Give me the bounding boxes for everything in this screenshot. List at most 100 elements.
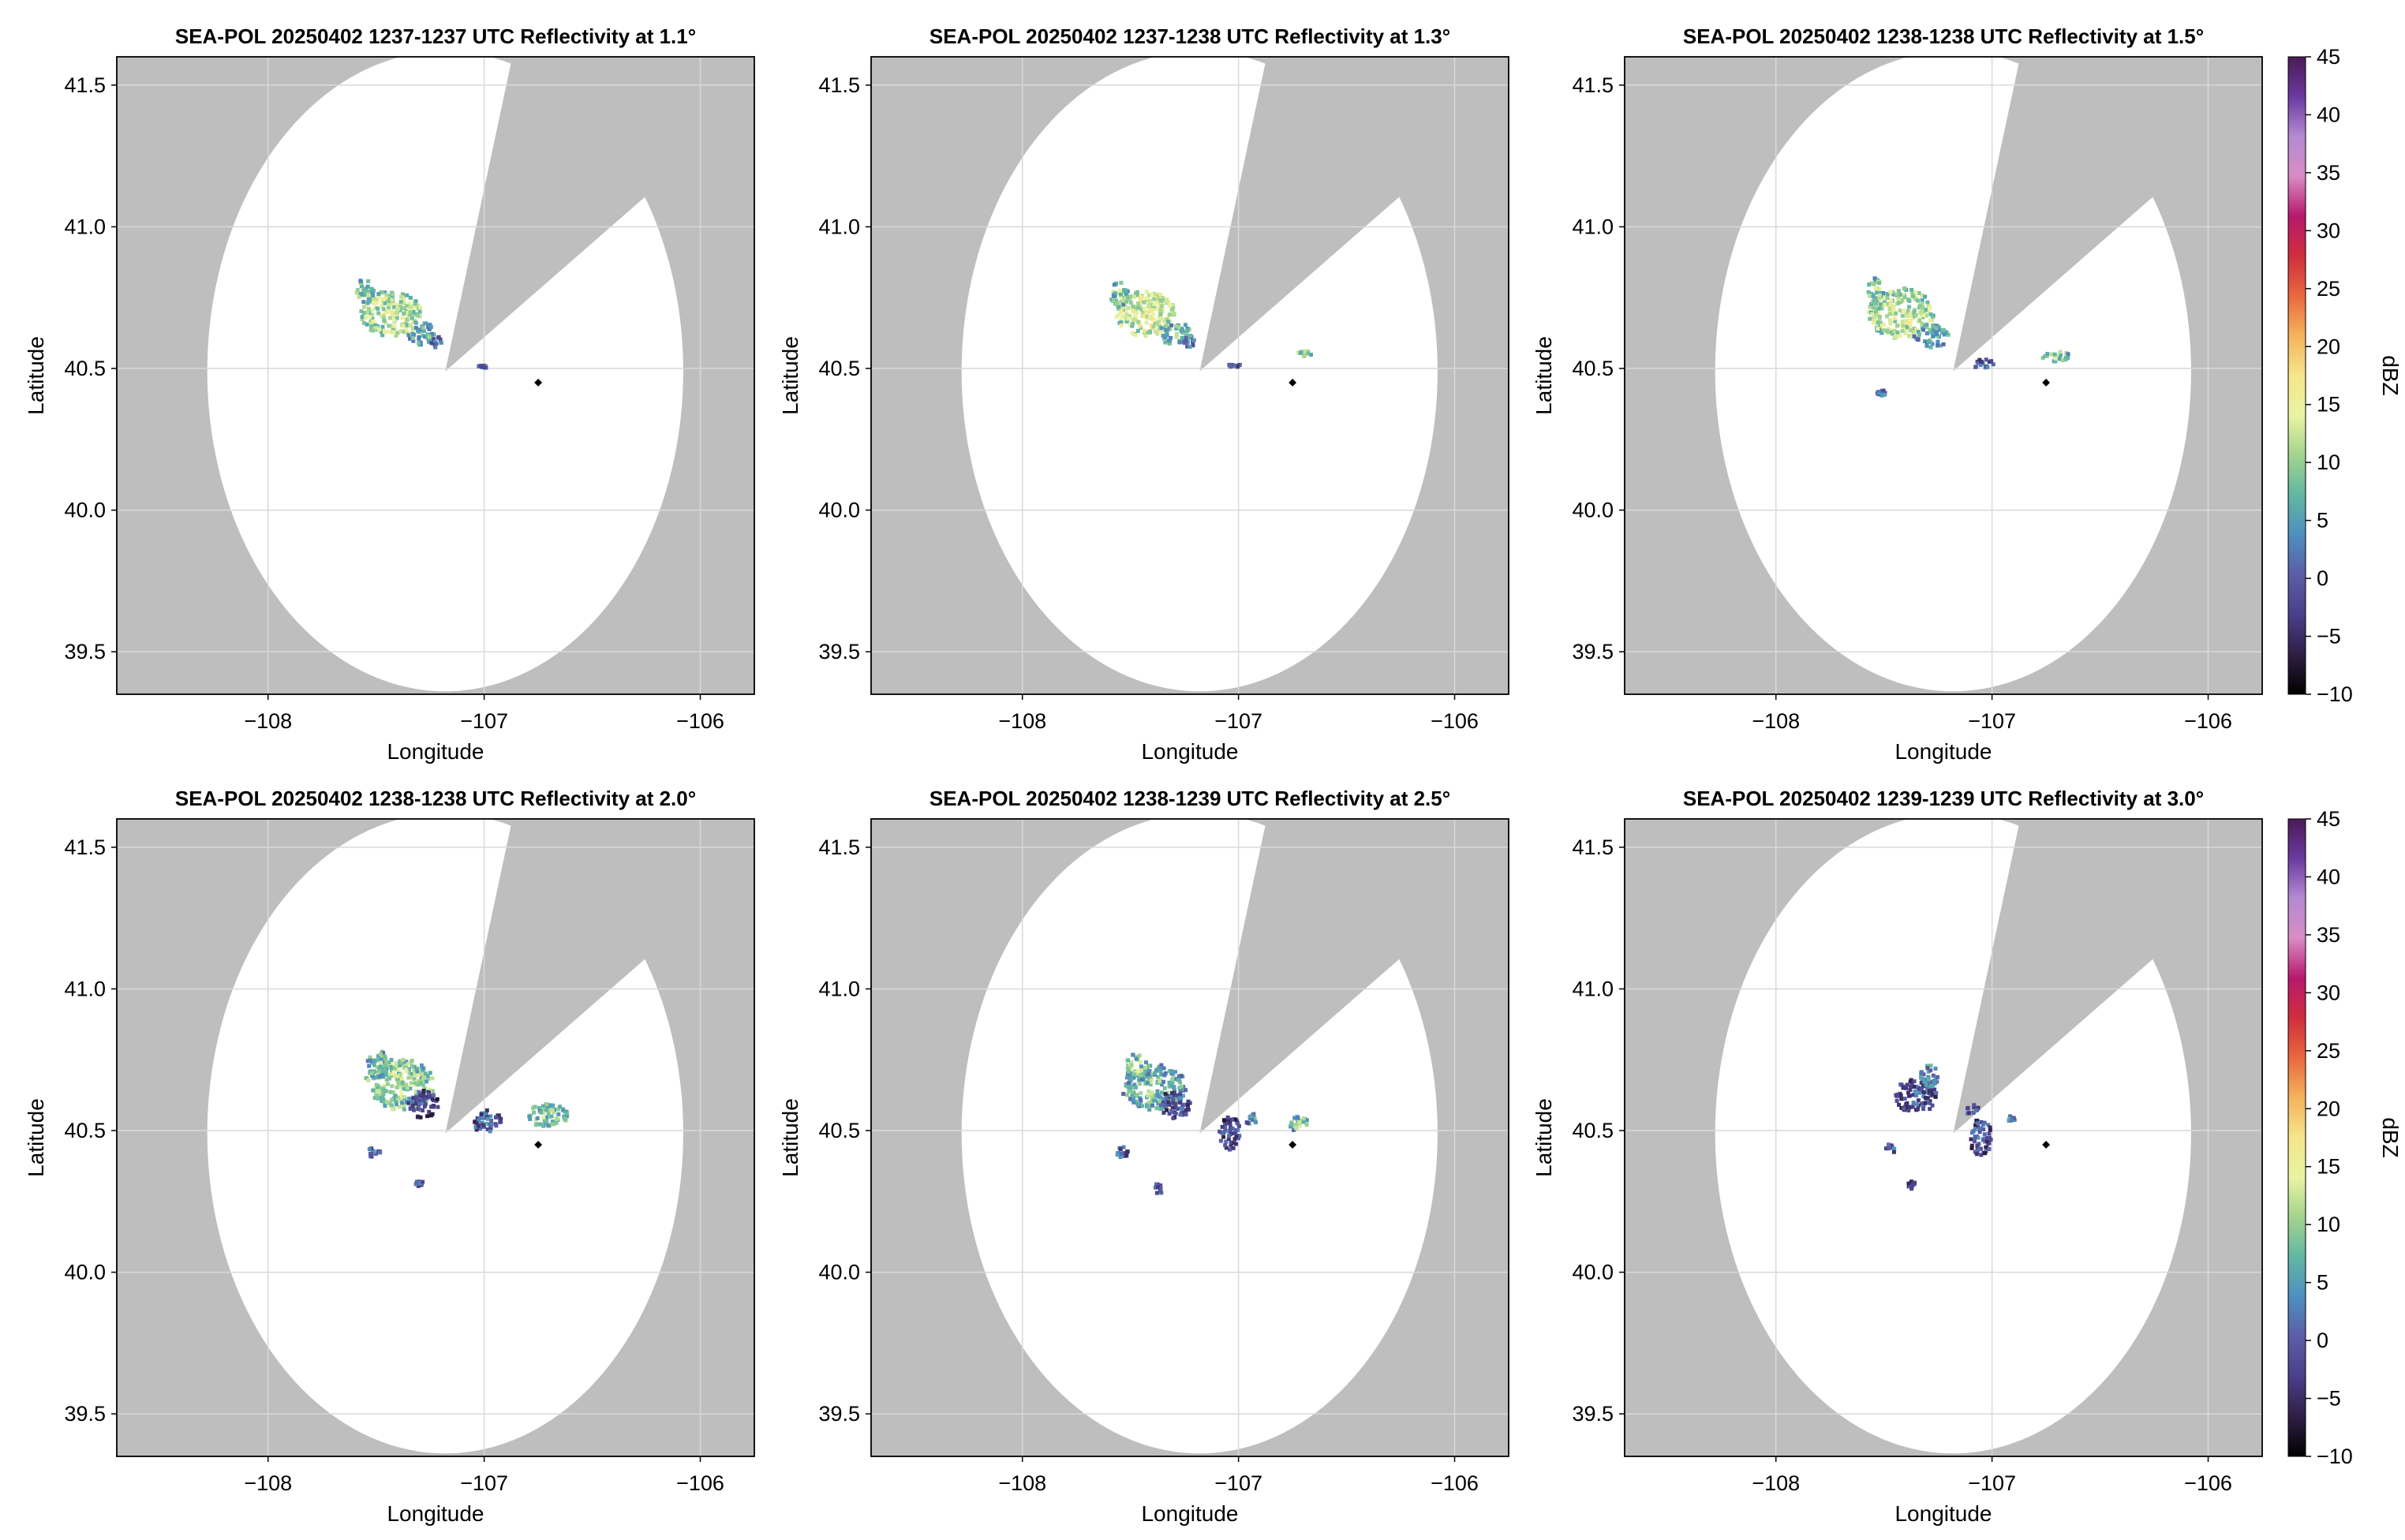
x-tick-label: −107 — [460, 1471, 508, 1495]
x-axis-label: Longitude — [1894, 739, 1992, 764]
y-tick-label: 39.5 — [1572, 640, 1614, 663]
x-tick-label: −107 — [1968, 709, 2016, 733]
echo-cluster-8 — [1153, 1182, 1164, 1195]
site-marker — [1289, 1141, 1297, 1149]
site-marker — [534, 379, 543, 387]
y-tick-label: 40.0 — [64, 499, 106, 522]
radar-coverage-area — [207, 819, 683, 1454]
colorbar-gradient — [2287, 818, 2306, 1457]
echo-cluster-6 — [1883, 1142, 1897, 1154]
plot-frame — [870, 56, 1509, 695]
x-tick-label: −106 — [1431, 1471, 1479, 1495]
y-tick-label: 41.0 — [818, 215, 860, 238]
colorbar-tick-label: 35 — [2317, 923, 2340, 947]
y-tick-label: 40.0 — [64, 1261, 106, 1284]
x-tick-label: −108 — [998, 1471, 1046, 1495]
x-tick-label: −106 — [1431, 709, 1479, 733]
echo-cluster-2 — [406, 1089, 440, 1119]
echo-cluster-5 — [477, 364, 488, 370]
colorbar-tick-label: 30 — [2317, 219, 2340, 242]
echo-cluster-3 — [354, 278, 376, 305]
site-marker — [1289, 379, 1297, 387]
echo-cluster-2 — [1919, 1063, 1939, 1090]
y-tick-label: 41.0 — [64, 215, 106, 238]
echo-cluster-3 — [365, 1049, 389, 1080]
y-tick-label: 40.5 — [1572, 357, 1614, 380]
colorbar-tick-label: −5 — [2317, 1387, 2341, 1411]
y-tick-label: 40.0 — [1572, 499, 1614, 522]
echo-cluster-4 — [1973, 357, 1995, 370]
echo-cluster-5 — [1244, 1112, 1258, 1126]
x-axis-label: Longitude — [1141, 739, 1238, 764]
x-tick-label: −108 — [1752, 709, 1800, 733]
y-axis-label: Latitude — [778, 336, 802, 415]
x-tick-label: −108 — [244, 709, 292, 733]
y-tick-label: 41.5 — [64, 835, 106, 859]
reflectivity-echoes — [1115, 1052, 1309, 1195]
colorbar-tick-label: 20 — [2317, 335, 2340, 358]
echo-cluster-4 — [473, 1108, 503, 1134]
echo-cluster-1 — [1867, 286, 1936, 340]
echo-cluster-2 — [1912, 323, 1951, 349]
plot-frame — [870, 818, 1509, 1457]
x-tick-label: −106 — [676, 1471, 724, 1495]
radar-panel-6: −108 −107 −106 39.5 40.0 40.5 41.0 41.5 SEA-POL … — [1532, 787, 2263, 1526]
radar-panel-4: −108 −107 −106 39.5 40.0 40.5 41.0 41.5 SEA-POL … — [24, 787, 755, 1526]
x-axis-label: Longitude — [387, 1501, 484, 1526]
y-tick-label: 40.0 — [1572, 1261, 1614, 1284]
x-axis-label: Longitude — [387, 739, 484, 764]
y-tick-label: 40.5 — [1572, 1119, 1614, 1142]
echo-cluster-4 — [1217, 1115, 1242, 1152]
y-axis-label: Latitude — [24, 336, 48, 415]
colorbar-tick-label: 45 — [2317, 807, 2340, 831]
panel-title: SEA-POL 20250402 1238-1239 UTC Reflectiv… — [929, 787, 1450, 810]
x-tick-label: −108 — [998, 709, 1046, 733]
echo-cluster-7 — [1115, 1145, 1130, 1160]
colorbar-tick-label: 35 — [2317, 161, 2340, 185]
radar-panel-3: −108 −107 −106 39.5 40.0 40.5 41.0 41.5 SEA-POL … — [1532, 24, 2263, 764]
echo-cluster-3 — [1969, 1118, 1993, 1157]
x-tick-label: −107 — [1214, 709, 1262, 733]
colorbar-tick-label: 10 — [2317, 1213, 2340, 1236]
echo-cluster-6 — [1875, 388, 1887, 398]
colorbar-tick-label: 15 — [2317, 1155, 2340, 1179]
echo-cluster-6 — [1296, 349, 1313, 358]
echo-cluster-1 — [1114, 290, 1176, 338]
x-tick-label: −106 — [2184, 709, 2232, 733]
y-tick-label: 41.5 — [1572, 73, 1614, 97]
colorbar-1: 45 40 35 30 25 20 15 10 5 0 −5 −10 dBZ — [2287, 45, 2403, 706]
panel-title: SEA-POL 20250402 1237-1238 UTC Reflectiv… — [929, 24, 1450, 48]
x-tick-label: −107 — [1214, 1471, 1262, 1495]
radar-coverage-area — [1715, 819, 2191, 1454]
panel-title: SEA-POL 20250402 1239-1239 UTC Reflectiv… — [1683, 787, 2204, 810]
y-tick-label: 40.5 — [64, 1119, 106, 1142]
y-tick-label: 39.5 — [818, 640, 860, 663]
y-tick-label: 41.0 — [818, 977, 860, 1000]
echo-cluster-6 — [367, 1146, 383, 1159]
echo-cluster-4 — [1182, 335, 1196, 349]
colorbar-tick-label: 30 — [2317, 981, 2340, 1004]
panel-title: SEA-POL 20250402 1238-1238 UTC Reflectiv… — [1683, 24, 2204, 48]
x-tick-label: −108 — [1752, 1471, 1800, 1495]
echo-cluster-4 — [429, 335, 443, 349]
colorbar-tick-label: 20 — [2317, 1097, 2340, 1120]
x-axis-label: Longitude — [1894, 1501, 1992, 1526]
colorbar-tick-label: −5 — [2317, 625, 2341, 649]
y-tick-label: 39.5 — [1572, 1402, 1614, 1426]
site-marker — [2042, 379, 2051, 387]
echo-cluster-1 — [359, 290, 422, 338]
y-tick-label: 41.5 — [64, 73, 106, 97]
plot-frame — [116, 818, 755, 1457]
y-tick-label: 41.5 — [818, 73, 860, 97]
colorbar-label: dBZ — [2378, 355, 2403, 395]
echo-cluster-1 — [1894, 1078, 1939, 1112]
y-tick-label: 40.0 — [818, 499, 860, 522]
reflectivity-echoes — [1109, 280, 1313, 369]
radar-coverage-area — [207, 57, 683, 692]
echo-cluster-7 — [413, 1179, 425, 1188]
colorbar-label: dBZ — [2378, 1117, 2403, 1157]
colorbar-tick-label: 5 — [2317, 509, 2328, 533]
y-tick-label: 39.5 — [64, 1402, 106, 1426]
y-tick-label: 41.0 — [64, 977, 106, 1000]
